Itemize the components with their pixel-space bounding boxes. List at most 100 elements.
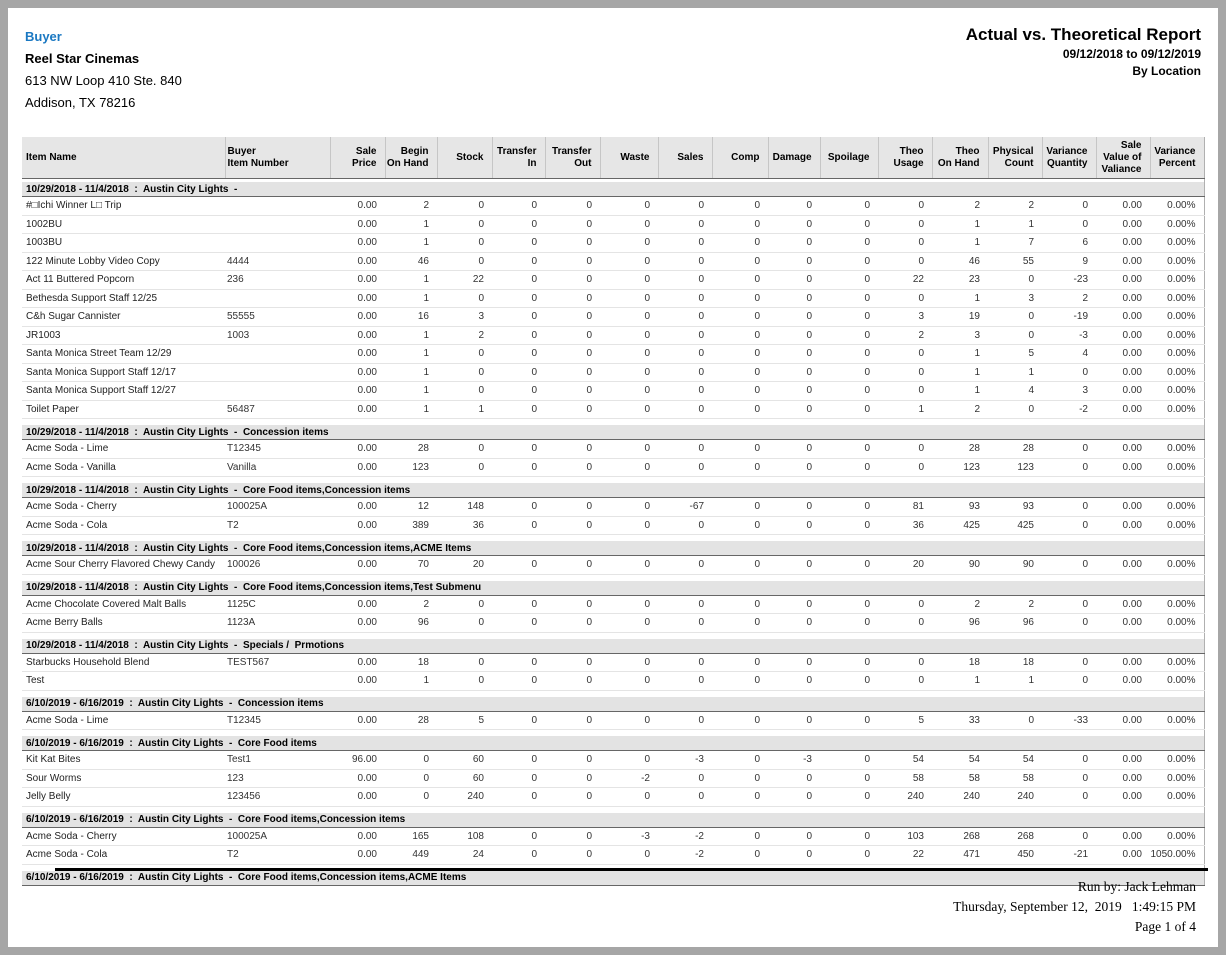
table-cell: 0.00 — [1096, 326, 1150, 345]
table-header: Item Name Buyer Item Number Sale Price Begi… — [22, 137, 1204, 179]
table-cell: 0.00 — [330, 439, 385, 459]
table-cell: Acme Soda - Lime — [22, 711, 225, 730]
table-cell: 19 — [932, 307, 988, 327]
table-cell: 0 — [492, 381, 545, 401]
table-cell: Starbucks Household Blend — [22, 653, 225, 672]
table-cell: Act 11 Buttered Popcorn — [22, 270, 225, 290]
table-cell: 0 — [768, 769, 820, 788]
table-cell: 0 — [545, 497, 600, 517]
group-header-row: 10/29/2018 - 11/4/2018 : Austin City Lig… — [22, 638, 1204, 654]
table-cell: 0 — [658, 458, 712, 477]
table-cell: 0 — [600, 215, 658, 234]
report-title: Actual vs. Theoretical Report — [965, 25, 1201, 44]
table-cell: 0.00% — [1150, 613, 1204, 633]
table-cell: 0 — [820, 516, 878, 535]
table-cell: 0 — [492, 827, 545, 846]
table-cell: 123 — [932, 458, 988, 477]
table-cell: 55555 — [225, 307, 330, 327]
table-cell: 0 — [768, 787, 820, 807]
table-cell: 0 — [712, 215, 768, 234]
table-row: #□Ichi Winner L□ Trip 0.00 2 0 0 0 0 0 0 0 0 0 2 2 0 0.… — [22, 196, 1204, 216]
table-cell: Acme Berry Balls — [22, 613, 225, 633]
table-cell: 3 — [437, 307, 492, 327]
table-cell: 1 — [385, 344, 437, 364]
table-cell: 56487 — [225, 400, 330, 419]
table-cell: 0 — [600, 497, 658, 517]
table-cell: 0 — [600, 196, 658, 216]
table-cell: 0 — [820, 439, 878, 459]
table-cell — [225, 215, 330, 234]
table-cell: 28 — [385, 711, 437, 730]
table-cell — [225, 671, 330, 691]
table-cell: 0.00 — [330, 363, 385, 382]
table-cell: 0 — [1042, 827, 1096, 846]
table-cell: 46 — [932, 252, 988, 271]
table-cell: 20 — [437, 555, 492, 575]
table-cell: 0 — [658, 233, 712, 253]
table-cell: 2 — [932, 196, 988, 216]
table-cell: 0 — [600, 613, 658, 633]
table-cell: 0.00% — [1150, 326, 1204, 345]
table-cell: 0.00 — [330, 555, 385, 575]
table-cell: 1003BU — [22, 233, 225, 253]
table-row: C&h Sugar Cannister 55555 0.00 16 3 0 0 0 0 0 0 0 3 1… — [22, 307, 1204, 327]
table-cell: 0 — [878, 439, 932, 459]
table-cell: T12345 — [225, 439, 330, 459]
table-cell: Acme Soda - Lime — [22, 439, 225, 459]
group-gap-row — [22, 476, 1204, 483]
table-cell: 0.00% — [1150, 711, 1204, 730]
table-cell: 0 — [820, 555, 878, 575]
table-cell: 0 — [437, 252, 492, 271]
table-cell: 0 — [545, 516, 600, 535]
table-cell: 0 — [492, 671, 545, 691]
table-cell: 55 — [988, 252, 1042, 271]
table-cell: 0 — [768, 671, 820, 691]
table-cell: 0.00 — [1096, 363, 1150, 382]
table-cell: 54 — [988, 750, 1042, 770]
group-header-label: 6/10/2019 - 6/16/2019 : Austin City Ligh… — [22, 736, 1204, 751]
table-cell: 0 — [600, 787, 658, 807]
table-cell: 0 — [820, 750, 878, 770]
table-cell: 0 — [820, 196, 878, 216]
table-cell: -2 — [658, 845, 712, 865]
group-header-row: 6/10/2019 - 6/16/2019 : Austin City Ligh… — [22, 696, 1204, 712]
table-cell: 0 — [712, 555, 768, 575]
table-cell: 0.00 — [1096, 555, 1150, 575]
group-gap-row — [22, 864, 1204, 871]
table-cell: 0.00% — [1150, 289, 1204, 308]
table-cell: 22 — [437, 270, 492, 290]
table-cell: 0.00 — [330, 458, 385, 477]
table-cell: 425 — [988, 516, 1042, 535]
table-row: Jelly Belly 123456 0.00 0 240 0 0 0 0 0 0 0 240 240 24… — [22, 787, 1204, 807]
table-cell: 1 — [932, 289, 988, 308]
table-cell: 0.00% — [1150, 555, 1204, 575]
table-cell: T2 — [225, 516, 330, 535]
table-cell: 28 — [988, 439, 1042, 459]
company-address-line1: 613 NW Loop 410 Ste. 840 — [25, 73, 182, 88]
table-cell: 58 — [878, 769, 932, 788]
table-cell: 0 — [820, 671, 878, 691]
table-cell: 122 Minute Lobby Video Copy — [22, 252, 225, 271]
table-cell: 0 — [768, 595, 820, 614]
table-cell: 81 — [878, 497, 932, 517]
table-cell: 0 — [820, 381, 878, 401]
table-row: Act 11 Buttered Popcorn 236 0.00 1 22 0 0 0 0 0 0 0… — [22, 270, 1204, 290]
table-cell: 0 — [600, 555, 658, 575]
table-cell: 0 — [492, 289, 545, 308]
table-cell: 0 — [492, 555, 545, 575]
table-cell: 1050.00% — [1150, 845, 1204, 865]
table-cell: 0 — [437, 458, 492, 477]
table-cell: 1 — [385, 381, 437, 401]
buyer-label: Buyer — [25, 29, 62, 44]
table-cell: -2 — [600, 769, 658, 788]
table-row: JR1003 1003 0.00 1 2 0 0 0 0 0 0 0 2 3 0 -3 0.00 0.00% — [22, 326, 1204, 345]
table-cell: 0 — [658, 653, 712, 672]
table-cell: -23 — [1042, 270, 1096, 290]
table-cell: 0.00 — [1096, 497, 1150, 517]
table-cell: 0 — [545, 307, 600, 327]
table-cell: 2 — [385, 196, 437, 216]
table-cell: 1 — [385, 270, 437, 290]
table-cell: 0 — [820, 711, 878, 730]
table-cell: 54 — [878, 750, 932, 770]
table-row: Toilet Paper 56487 0.00 1 1 0 0 0 0 0 0 0 1 2 0 -2 0.00 0… — [22, 400, 1204, 419]
